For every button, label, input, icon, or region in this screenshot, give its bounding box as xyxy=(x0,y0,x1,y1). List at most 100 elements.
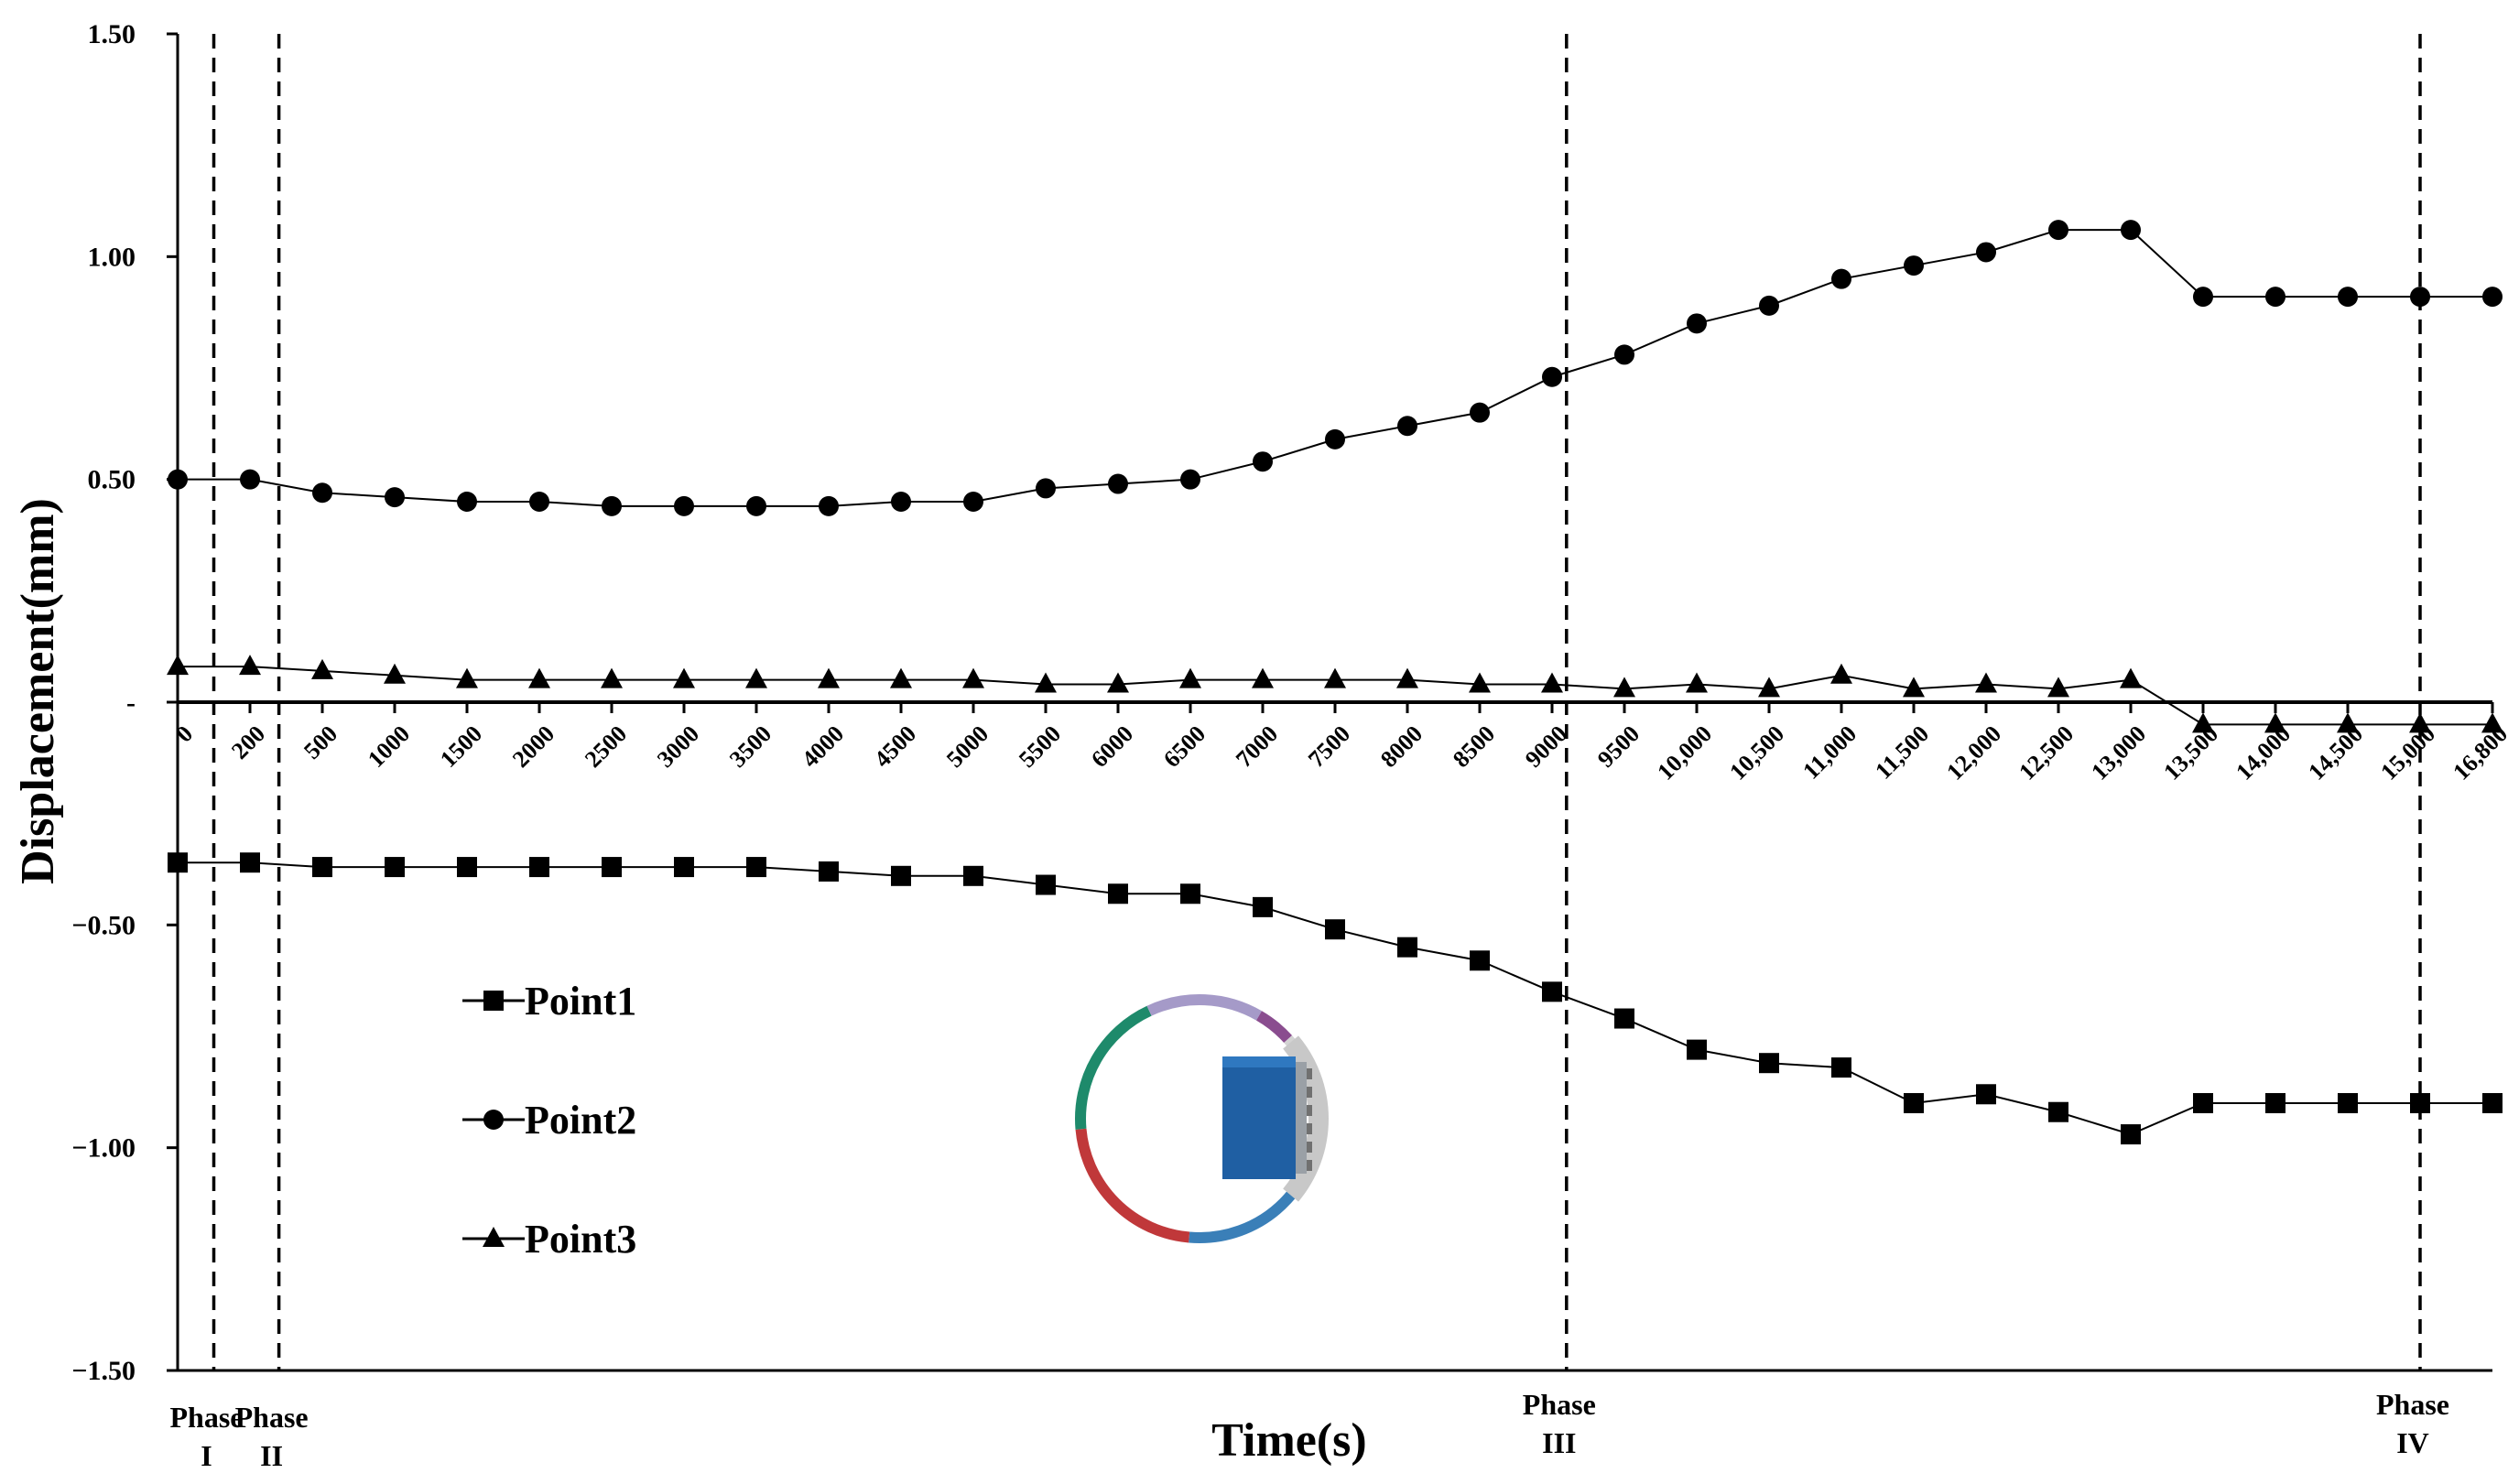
y-tick-label: −1.00 xyxy=(71,1133,136,1164)
data-point xyxy=(891,492,911,512)
data-point xyxy=(1325,428,1345,450)
x-tick-label: 8000 xyxy=(1375,720,1428,773)
x-tick-label: 1500 xyxy=(435,720,487,773)
x-tick-label: 10,000 xyxy=(1652,720,1717,785)
phase-numeral: I xyxy=(201,1439,212,1472)
data-point xyxy=(1470,402,1490,423)
data-point xyxy=(963,492,983,512)
data-point xyxy=(1975,672,1997,693)
data-point xyxy=(745,667,767,688)
data-point xyxy=(384,663,406,684)
block-fastener xyxy=(1307,1123,1312,1134)
x-tick-label: 5000 xyxy=(941,720,993,773)
x-tick-label: 13,500 xyxy=(2158,720,2223,785)
x-tick-label: 0 xyxy=(171,720,199,748)
ring-segment xyxy=(1075,1128,1190,1243)
data-point xyxy=(2410,1093,2430,1113)
block-fastener xyxy=(1307,1087,1312,1098)
legend-label: Point3 xyxy=(525,1217,636,1262)
data-point xyxy=(168,852,188,873)
data-point xyxy=(2264,712,2286,733)
x-tick-label: 2500 xyxy=(580,720,632,773)
x-tick-label: 14,500 xyxy=(2303,720,2368,785)
x-tick-label: 14,000 xyxy=(2231,720,2296,785)
data-point xyxy=(1324,667,1346,688)
data-point xyxy=(602,495,622,516)
data-point xyxy=(1830,663,1852,684)
ring-segment xyxy=(1075,1005,1152,1130)
data-point xyxy=(1542,981,1562,1002)
x-tick-label: 6000 xyxy=(1086,720,1138,773)
ring-segment-gray xyxy=(1283,1035,1329,1202)
block-fastener xyxy=(1307,1142,1312,1153)
data-point xyxy=(1396,667,1418,688)
y-tick-label: 0.50 xyxy=(88,465,136,495)
block-plate xyxy=(1296,1062,1307,1174)
data-point xyxy=(2410,287,2430,308)
data-point xyxy=(890,667,912,688)
data-point xyxy=(2482,1093,2503,1113)
x-tick-label: 10,500 xyxy=(1724,720,1789,785)
data-point xyxy=(1108,883,1128,904)
series-point2 xyxy=(168,220,2503,516)
data-point xyxy=(674,495,694,516)
x-tick-label: 1000 xyxy=(363,720,415,773)
data-point xyxy=(2265,287,2285,308)
data-point xyxy=(529,492,549,512)
data-point xyxy=(1180,469,1200,490)
y-axis-ticks: 1.50 1.00 0.50 - −0.50 −1.00 −1.50 xyxy=(71,19,178,1386)
data-point xyxy=(674,857,694,878)
data-point xyxy=(1541,672,1563,693)
data-point xyxy=(2338,287,2358,308)
data-point xyxy=(1687,313,1707,334)
ring-segment xyxy=(1255,1011,1293,1044)
data-point xyxy=(2121,1124,2141,1145)
x-tick-label: 7500 xyxy=(1303,720,1355,773)
data-point xyxy=(1831,1057,1851,1078)
data-point xyxy=(529,857,549,878)
data-point xyxy=(1759,295,1779,316)
block-body xyxy=(1222,1056,1296,1179)
data-point xyxy=(311,658,333,679)
data-point xyxy=(601,667,623,688)
data-point xyxy=(2482,287,2503,308)
data-point xyxy=(962,667,984,688)
data-point xyxy=(1179,667,1201,688)
x-tick-label: 500 xyxy=(299,720,342,764)
data-point xyxy=(1253,896,1273,917)
legend-label: Point1 xyxy=(525,979,636,1024)
data-point xyxy=(456,667,478,688)
data-point xyxy=(2338,1093,2358,1113)
y-axis-title: Displacement(mm) xyxy=(12,498,64,884)
data-point xyxy=(1614,344,1634,365)
data-point xyxy=(818,667,840,688)
data-point xyxy=(2120,667,2142,688)
data-point xyxy=(1036,874,1056,895)
data-point xyxy=(1470,950,1490,971)
x-tick-label: 9500 xyxy=(1592,720,1645,773)
data-point xyxy=(1397,416,1417,437)
data-point xyxy=(1614,1008,1634,1029)
data-point xyxy=(1904,255,1924,276)
phase-label: Phase xyxy=(235,1401,309,1434)
x-axis-title: Time(s) xyxy=(1211,1414,1366,1467)
data-point xyxy=(2192,712,2214,733)
x-tick-label: 12,000 xyxy=(1941,720,2006,785)
data-point xyxy=(385,857,405,878)
data-point xyxy=(457,492,477,512)
x-tick-label: 11,000 xyxy=(1797,720,1862,785)
data-point xyxy=(2265,1093,2285,1113)
ring-segment xyxy=(1146,994,1262,1021)
data-point xyxy=(167,655,189,676)
series-line xyxy=(178,229,2492,507)
phase-markers: Phase I Phase II Phase III Phase IV xyxy=(170,34,2449,1472)
phase-numeral: III xyxy=(1542,1426,1576,1459)
data-point xyxy=(1252,667,1274,688)
data-point xyxy=(1180,883,1200,904)
block-fastener xyxy=(1307,1068,1312,1079)
data-point xyxy=(1903,677,1925,698)
data-point xyxy=(746,495,766,516)
data-point xyxy=(2481,712,2503,733)
y-tick-label: 1.50 xyxy=(88,19,136,49)
block-fastener xyxy=(1307,1105,1312,1116)
